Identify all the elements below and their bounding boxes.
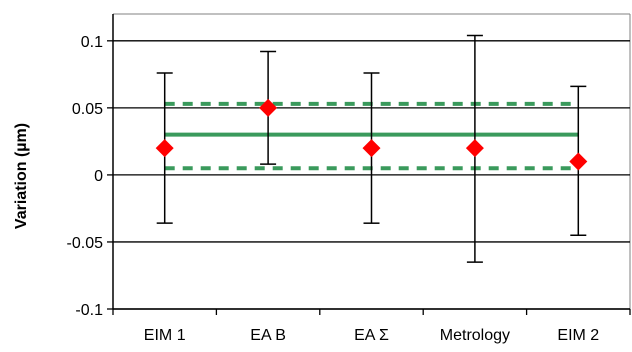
y-tick-label: 0 (94, 168, 103, 185)
data-point-diamond (155, 139, 174, 158)
y-axis-title: Variation (µm) (13, 123, 30, 229)
x-tick-label: EA Σ (354, 327, 389, 344)
y-tick-label: -0.1 (75, 302, 103, 319)
y-tick-label: 0.05 (72, 101, 103, 118)
data-point-diamond (362, 139, 381, 158)
y-tick-label: 0.1 (81, 34, 103, 51)
data-point-diamond (569, 152, 588, 171)
x-tick-label: EA B (250, 327, 286, 344)
x-tick-label: EIM 1 (144, 327, 186, 344)
x-tick-label: EIM 2 (557, 327, 599, 344)
data-point-diamond (259, 98, 278, 117)
data-point-diamond (465, 139, 484, 158)
y-tick-label: -0.05 (67, 235, 104, 252)
x-tick-label: Metrology (440, 327, 510, 344)
